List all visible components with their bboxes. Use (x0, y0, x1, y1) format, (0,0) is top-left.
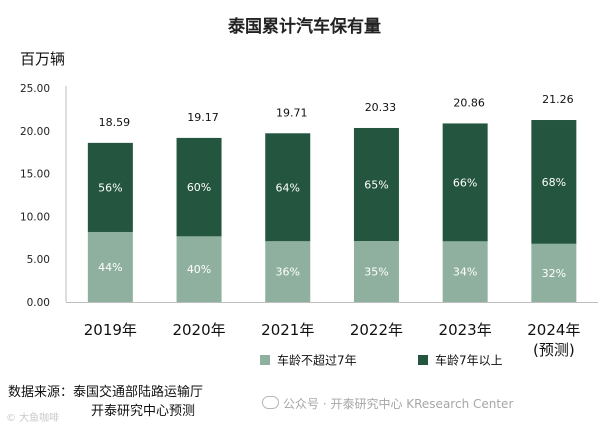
source-line-2: 开泰研究中心预测 (91, 404, 196, 419)
bar-segment-under-7-years (442, 241, 488, 302)
legend-over-7-years-swatch (418, 355, 428, 365)
percent-label-over-7-years: 68% (542, 176, 566, 189)
percent-label-under-7-years: 32% (542, 267, 566, 280)
bar-segment-under-7-years (265, 241, 311, 302)
y-tick-label: 20.00 (20, 126, 50, 138)
bar-segment-over-7-years (87, 142, 133, 232)
bar-segment-over-7-years (265, 133, 311, 242)
bar-segment-over-7-years (176, 137, 222, 237)
x-category-label: 2022年 (350, 321, 403, 339)
x-category-label: (预测) (533, 341, 575, 359)
percent-label-under-7-years: 36% (276, 266, 300, 279)
percent-label-under-7-years: 34% (453, 266, 477, 279)
percent-label-under-7-years: 35% (364, 266, 388, 279)
wechat-icon (262, 396, 279, 409)
source-label: 数据来源： (8, 385, 74, 400)
watermark-right-text: 公众号 · 开泰研究中心 KResearch Center (283, 397, 514, 411)
total-value-label: 20.86 (453, 96, 485, 109)
bar-segment-under-7-years (87, 231, 133, 302)
y-tick-label: 25.00 (20, 83, 50, 95)
x-category-label: 2023年 (439, 321, 492, 339)
watermark-right: 公众号 · 开泰研究中心 KResearch Center (262, 395, 513, 412)
percent-label-over-7-years: 64% (276, 181, 300, 194)
x-category-label: 2020年 (172, 321, 225, 339)
percent-label-over-7-years: 66% (453, 176, 477, 189)
x-category-label: 2019年 (84, 321, 137, 339)
y-tick-label: 15.00 (20, 169, 50, 181)
total-value-label: 20.33 (365, 101, 397, 114)
y-tick-label: 5.00 (27, 254, 50, 266)
y-tick-label: 0.00 (27, 297, 50, 309)
total-value-label: 18.59 (99, 116, 131, 129)
legend-under-7-years-label: 车龄不超过7年 (277, 353, 357, 368)
source-line-1: 泰国交通部陆路运输厅 (73, 385, 204, 400)
percent-label-under-7-years: 40% (187, 263, 211, 276)
total-value-label: 19.71 (276, 106, 308, 119)
source-note: 数据来源：泰国交通部陆路运输厅 开泰研究中心预测 (8, 383, 203, 421)
percent-label-over-7-years: 65% (364, 179, 388, 192)
bar-segment-under-7-years (531, 243, 577, 302)
y-axis-unit-label: 百万辆 (20, 50, 66, 68)
bar-segment-under-7-years (353, 241, 399, 302)
bar-segment-over-7-years (353, 127, 399, 242)
legend-under-7-years-swatch (260, 355, 270, 365)
total-value-label: 21.26 (542, 93, 574, 106)
x-category-label: 2021年 (261, 321, 314, 339)
chart-title: 泰国累计汽车保有量 (228, 17, 381, 37)
x-category-label: 2024年 (527, 321, 580, 339)
watermark-left: © 大鱼咖啡 (6, 413, 60, 424)
total-value-label: 19.17 (187, 111, 219, 124)
legend-over-7-years-label: 车龄7年以上 (435, 353, 503, 368)
bar-segment-over-7-years (531, 120, 577, 244)
bar-segment-under-7-years (176, 236, 222, 302)
percent-label-under-7-years: 44% (98, 261, 122, 274)
percent-label-over-7-years: 56% (98, 181, 122, 194)
bar-segment-over-7-years (442, 123, 488, 242)
percent-label-over-7-years: 60% (187, 181, 211, 194)
y-tick-label: 10.00 (20, 211, 50, 223)
